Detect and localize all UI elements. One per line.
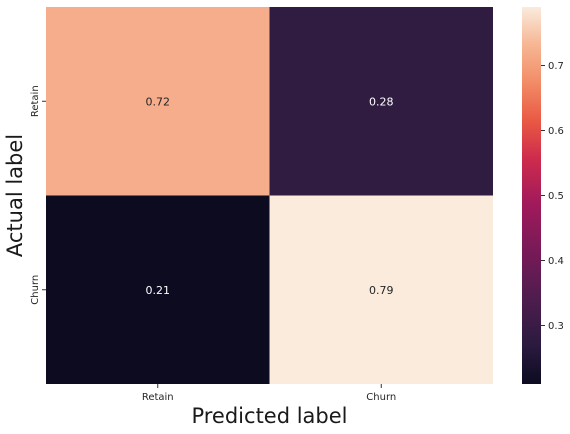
colorbar-tick-label: 0.6 [548,126,564,137]
x-axis-label: Predicted label [191,404,347,428]
colorbar-tick-label: 0.4 [548,256,564,267]
x-tick-labels: Retain Churn [142,384,396,403]
colorbar-gradient [522,7,541,384]
x-tick-label: Retain [142,392,174,403]
colorbar-tick-label: 0.3 [548,321,564,332]
colorbar [522,7,541,384]
y-tick-labels: Retain Churn [30,85,46,305]
cell-value-label: 0.28 [369,95,394,108]
heatmap-cell-churn-churn [269,195,493,384]
colorbar-tick-label: 0.5 [548,191,564,202]
heatmap-cells: 0.72 0.28 0.21 0.79 [46,7,493,384]
colorbar-ticks: 0.3 0.4 0.5 0.6 0.7 [541,61,564,332]
x-tick-label: Churn [366,392,396,403]
colorbar-tick-label: 0.7 [548,61,564,72]
cell-value-label: 0.79 [369,284,394,297]
cell-value-label: 0.72 [146,95,171,108]
y-axis-label: Actual label [3,134,27,257]
heatmap-cell-retain-churn [269,7,493,196]
y-tick-label: Retain [30,85,41,117]
heatmap-cell-retain-retain [46,7,270,196]
heatmap-cell-churn-retain [46,195,270,384]
cell-value-label: 0.21 [146,284,171,297]
y-tick-label: Churn [30,275,41,305]
